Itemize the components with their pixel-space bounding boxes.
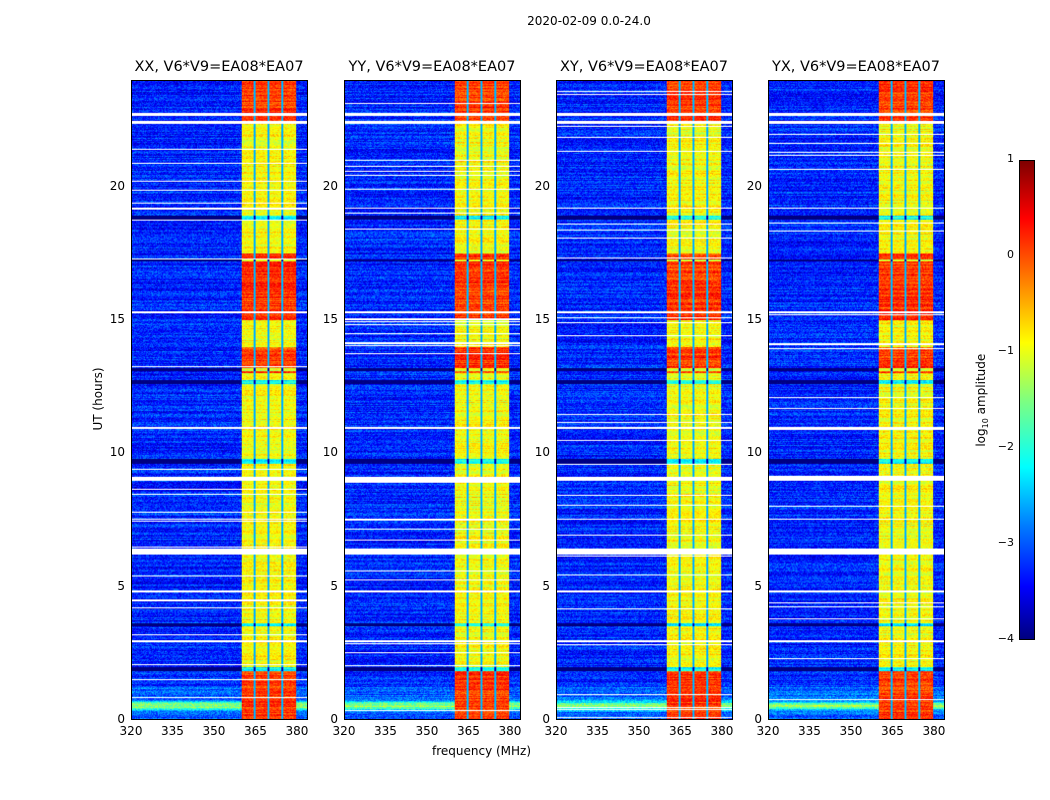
- x-tick-label: 320: [544, 724, 568, 738]
- colorbar-label-log: log: [973, 428, 988, 447]
- x-tick-label: 320: [756, 724, 780, 738]
- y-tick-label: 20: [322, 178, 338, 193]
- x-tick-label: 380: [285, 724, 309, 738]
- y-tick-label: 10: [534, 445, 550, 460]
- x-tick-label: 380: [498, 724, 522, 738]
- colorbar-label-rest: amplitude: [973, 353, 988, 419]
- y-tick-label: 10: [746, 445, 762, 460]
- x-tick-label: 350: [839, 724, 863, 738]
- x-tick-label: 365: [881, 724, 904, 738]
- x-tick-label: 365: [669, 724, 692, 738]
- y-tick-label: 5: [754, 578, 762, 593]
- y-tick-label: 10: [109, 445, 125, 460]
- y-tick-label: 15: [109, 312, 125, 326]
- x-tick-label: 320: [119, 724, 143, 738]
- y-tick-label: 15: [322, 312, 338, 326]
- x-tick-label: 320: [332, 724, 356, 738]
- colorbar-tick-label: −3: [997, 536, 1014, 549]
- y-tick-label: 15: [746, 312, 762, 326]
- x-axis-label: frequency (MHz): [432, 744, 532, 758]
- heatmap-image: [132, 81, 307, 719]
- colorbar-tick-label: −2: [997, 440, 1014, 453]
- y-tick-label: 20: [109, 178, 125, 193]
- x-tick-label: 350: [202, 724, 226, 738]
- heatmap-panel: [556, 80, 733, 720]
- x-tick-label: 335: [374, 724, 397, 738]
- colorbar-label-sub: 10: [981, 418, 991, 429]
- x-tick-label: 335: [161, 724, 184, 738]
- heatmap-panel: [131, 80, 308, 720]
- y-tick-label: 10: [322, 445, 338, 460]
- x-tick-label: 365: [244, 724, 267, 738]
- y-axis-label: UT (hours): [91, 367, 105, 431]
- panel-title: YY, V6*V9=EA08*EA07: [348, 59, 516, 75]
- colorbar-tick-label: 1: [1007, 152, 1014, 165]
- panel-title: YX, V6*V9=EA08*EA07: [771, 59, 940, 75]
- heatmap-image: [769, 81, 944, 719]
- y-tick-label: 0: [542, 712, 550, 726]
- figure-title: 2020-02-09 0.0-24.0: [527, 14, 651, 28]
- y-tick-label: 0: [330, 712, 338, 726]
- x-tick-label: 365: [457, 724, 480, 738]
- panel-title: XY, V6*V9=EA08*EA07: [559, 59, 728, 75]
- x-tick-label: 380: [710, 724, 734, 738]
- y-tick-label: 20: [534, 178, 550, 193]
- y-tick-label: 0: [754, 712, 762, 726]
- y-tick-label: 5: [542, 578, 550, 593]
- colorbar: [1019, 160, 1035, 640]
- x-tick-label: 350: [627, 724, 651, 738]
- panel-title: XX, V6*V9=EA08*EA07: [134, 59, 304, 75]
- colorbar-tick-label: −4: [997, 632, 1014, 645]
- y-tick-label: 0: [117, 712, 125, 726]
- colorbar-tick-label: −1: [997, 344, 1014, 357]
- heatmap-image: [557, 81, 732, 719]
- heatmap-image: [345, 81, 520, 719]
- colorbar-label: log10 amplitude: [974, 348, 990, 452]
- y-tick-label: 20: [746, 178, 762, 193]
- y-tick-label: 15: [534, 312, 550, 326]
- x-tick-label: 350: [415, 724, 439, 738]
- colorbar-tick-label: 0: [1007, 248, 1014, 261]
- heatmap-panel: [344, 80, 521, 720]
- x-tick-label: 335: [798, 724, 821, 738]
- heatmap-panel: [768, 80, 945, 720]
- y-tick-label: 5: [330, 578, 338, 593]
- x-tick-label: 335: [586, 724, 609, 738]
- x-tick-label: 380: [922, 724, 946, 738]
- y-tick-label: 5: [117, 578, 125, 593]
